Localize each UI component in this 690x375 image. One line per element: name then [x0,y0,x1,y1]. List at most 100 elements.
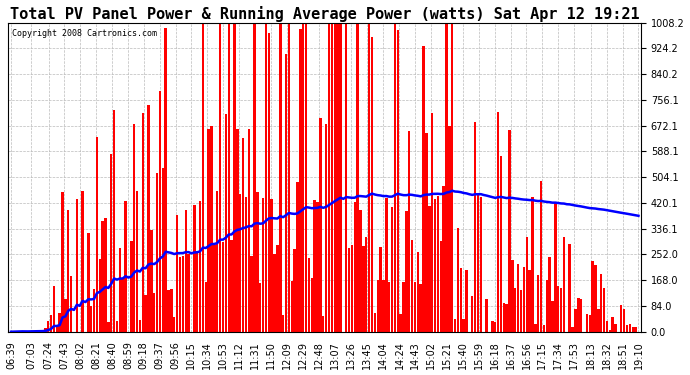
Bar [170,289,172,332]
Bar [236,129,239,332]
Bar [276,245,279,332]
Bar [531,197,533,332]
Bar [253,23,256,332]
Bar [141,113,144,332]
Bar [299,29,302,332]
Bar [213,245,215,332]
Bar [333,23,336,332]
Bar [259,283,262,332]
Bar [577,298,580,332]
Bar [241,138,244,332]
Bar [574,309,577,332]
Bar [147,105,150,332]
Bar [594,265,597,332]
Bar [308,258,310,332]
Bar [603,288,605,332]
Bar [380,247,382,332]
Bar [353,202,356,332]
Bar [551,302,553,332]
Bar [374,313,376,332]
Bar [597,309,600,332]
Bar [302,23,304,332]
Bar [19,331,21,332]
Bar [517,264,520,332]
Bar [61,192,63,332]
Bar [540,180,542,332]
Bar [634,327,637,332]
Bar [59,313,61,332]
Bar [230,240,233,332]
Bar [500,156,502,332]
Bar [454,319,456,332]
Bar [305,23,307,332]
Bar [445,23,448,332]
Bar [313,200,316,332]
Bar [520,290,522,332]
Bar [136,191,138,332]
Bar [250,255,253,332]
Bar [422,46,425,332]
Bar [377,280,379,332]
Bar [351,245,353,332]
Bar [611,317,614,332]
Bar [529,270,531,332]
Bar [543,325,545,332]
Bar [522,267,525,332]
Bar [156,173,158,332]
Bar [144,295,147,332]
Bar [357,23,359,332]
Bar [534,324,537,332]
Bar [563,237,565,332]
Bar [620,305,622,332]
Bar [325,123,327,332]
Bar [402,282,405,332]
Bar [262,198,264,332]
Bar [161,168,164,332]
Bar [64,299,67,332]
Bar [485,299,488,332]
Bar [208,129,210,332]
Bar [362,246,364,332]
Bar [188,254,190,332]
Bar [293,249,296,332]
Bar [614,324,617,332]
Bar [365,237,368,332]
Bar [580,299,582,332]
Bar [113,110,115,332]
Bar [233,23,236,332]
Bar [204,282,207,332]
Bar [385,198,388,332]
Bar [417,252,419,332]
Bar [328,23,331,332]
Bar [477,194,480,332]
Bar [557,286,560,332]
Bar [405,211,408,332]
Bar [448,126,451,332]
Bar [107,322,110,332]
Bar [457,228,459,332]
Bar [201,23,204,332]
Bar [285,54,287,332]
Bar [239,194,241,332]
Bar [196,251,199,332]
Bar [310,278,313,332]
Bar [609,330,611,332]
Bar [394,23,396,332]
Bar [626,325,628,332]
Bar [70,276,72,332]
Bar [526,237,528,332]
Bar [431,113,433,332]
Bar [44,328,46,332]
Bar [348,248,351,332]
Bar [388,282,391,332]
Bar [514,288,517,332]
Bar [265,23,267,332]
Bar [50,315,52,332]
Bar [282,315,284,332]
Bar [331,23,333,332]
Bar [67,210,70,332]
Bar [440,241,442,332]
Bar [506,304,508,332]
Bar [400,314,402,332]
Bar [133,124,135,332]
